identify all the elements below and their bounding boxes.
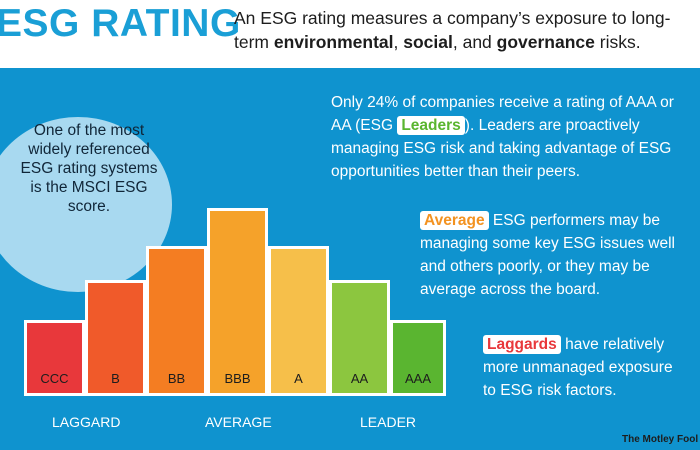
rating-bar-bb: BB <box>146 246 207 396</box>
page-title: ESG RATING <box>0 2 241 45</box>
bar-label: BBB <box>224 371 251 386</box>
brand-logo: The Motley Fool <box>622 434 700 445</box>
brand-text: The Motley Fool <box>622 434 699 445</box>
bar-label: B <box>111 371 120 386</box>
header: ESG RATING An ESG rating measures a comp… <box>0 0 700 68</box>
rating-bar-ccc: CCC <box>24 320 85 396</box>
leaders-text: Only 24% of companies receive a rating o… <box>331 94 674 134</box>
info-bubble <box>0 117 172 292</box>
laggards-text: have relatively more unmanaged exposure … <box>483 336 673 399</box>
bar-label: A <box>294 371 303 386</box>
average-paragraph: Average ESG performers may be managing s… <box>420 209 682 301</box>
subtitle-keyword-social: social <box>403 32 453 52</box>
rating-bar-a: A <box>268 246 329 396</box>
subtitle-keyword-environmental: environmental <box>273 32 394 52</box>
laggards-tag: Laggards <box>483 335 561 354</box>
average-tag: Average <box>420 211 489 230</box>
subtitle-part: risks. <box>594 32 641 52</box>
laggards-paragraph: Laggards have relatively more unmanaged … <box>483 333 683 402</box>
subtitle: An ESG rating measures a company’s expos… <box>234 6 694 54</box>
bar-label: AAA <box>404 371 431 386</box>
subtitle-keyword-governance: governance <box>496 32 595 52</box>
leaders-text: ). Leaders are proactively managing ESG … <box>331 117 672 180</box>
axis-label-leader: LEADER <box>360 414 417 430</box>
rating-bar-aaa: AAA <box>390 320 446 396</box>
rating-bar-b: B <box>85 280 146 396</box>
bar-label: AA <box>350 371 369 386</box>
subtitle-part: , <box>393 32 404 52</box>
axis-label-average: AVERAGE <box>205 414 272 430</box>
leaders-tag: Leaders <box>397 116 465 135</box>
subtitle-part: An ESG rating measures a company’s expos… <box>234 8 671 52</box>
bar-label: CCC <box>40 371 69 386</box>
subtitle-part: , and <box>452 32 497 52</box>
axis-label-laggard: LAGGARD <box>52 414 121 430</box>
rating-bar-aa: AA <box>329 280 390 396</box>
leaders-paragraph: Only 24% of companies receive a rating o… <box>331 91 681 183</box>
rating-bar-bbb: BBB <box>207 208 268 396</box>
main-panel: One of the most widely referenced ESG ra… <box>0 68 700 450</box>
info-bubble-text: One of the most widely referenced ESG ra… <box>20 122 158 215</box>
average-text: ESG performers may be managing some key … <box>420 212 676 298</box>
bar-label: BB <box>167 371 186 386</box>
